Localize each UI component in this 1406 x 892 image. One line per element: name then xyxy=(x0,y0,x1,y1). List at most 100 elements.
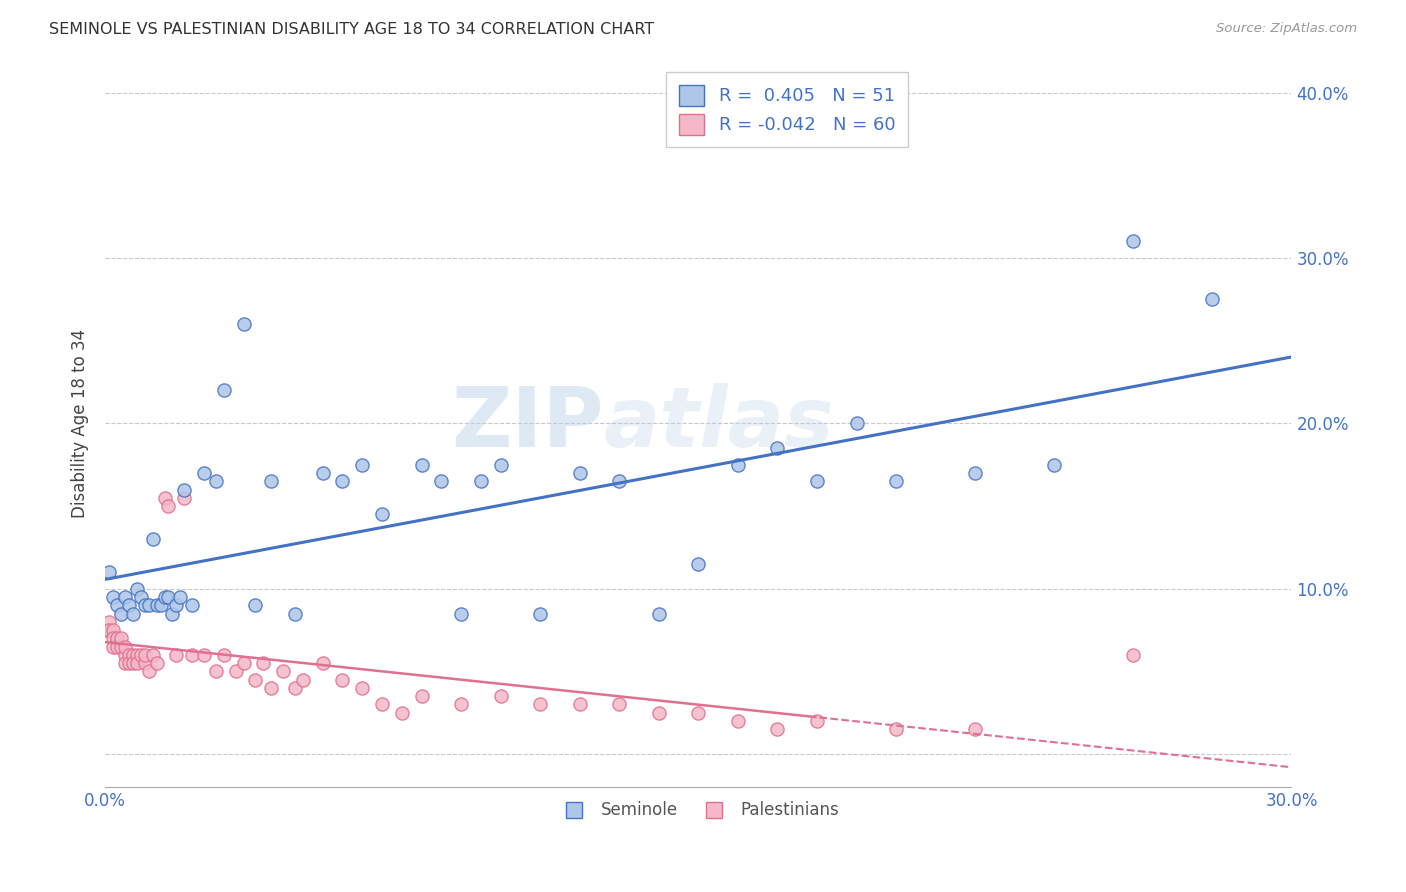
Point xyxy=(193,648,215,662)
Point xyxy=(173,491,195,505)
Point xyxy=(114,590,136,604)
Point xyxy=(806,714,828,728)
Point xyxy=(1122,235,1144,249)
Point xyxy=(806,475,828,489)
Point xyxy=(271,665,294,679)
Point xyxy=(169,590,191,604)
Point xyxy=(568,698,591,712)
Point xyxy=(430,475,453,489)
Point xyxy=(118,599,141,613)
Point xyxy=(568,466,591,480)
Point xyxy=(766,441,789,455)
Point xyxy=(98,615,121,629)
Point xyxy=(98,565,121,579)
Point xyxy=(727,714,749,728)
Point xyxy=(225,665,247,679)
Text: Source: ZipAtlas.com: Source: ZipAtlas.com xyxy=(1216,22,1357,36)
Point xyxy=(122,607,145,621)
Point xyxy=(489,458,512,472)
Point xyxy=(411,690,433,704)
Point xyxy=(157,499,180,513)
Point xyxy=(212,648,235,662)
Point xyxy=(884,475,907,489)
Point xyxy=(110,607,132,621)
Text: ZIP: ZIP xyxy=(451,383,603,464)
Point xyxy=(391,706,413,720)
Point xyxy=(101,640,124,654)
Point xyxy=(284,607,307,621)
Point xyxy=(607,698,630,712)
Point xyxy=(1043,458,1066,472)
Point xyxy=(101,623,124,637)
Point xyxy=(145,599,167,613)
Point xyxy=(110,640,132,654)
Point xyxy=(245,599,267,613)
Point xyxy=(118,656,141,670)
Point xyxy=(332,475,354,489)
Point xyxy=(162,607,184,621)
Point xyxy=(411,458,433,472)
Point xyxy=(352,681,374,695)
Point xyxy=(142,648,165,662)
Point xyxy=(193,466,215,480)
Point xyxy=(312,656,335,670)
Point xyxy=(232,317,254,331)
Point xyxy=(232,656,254,670)
Point xyxy=(312,466,335,480)
Point xyxy=(212,384,235,398)
Point xyxy=(114,648,136,662)
Point xyxy=(284,681,307,695)
Point xyxy=(110,632,132,646)
Point xyxy=(125,648,148,662)
Point xyxy=(105,640,128,654)
Point xyxy=(766,723,789,737)
Point xyxy=(371,698,394,712)
Point xyxy=(142,532,165,546)
Point xyxy=(118,648,141,662)
Point xyxy=(648,706,671,720)
Point xyxy=(489,690,512,704)
Point xyxy=(727,458,749,472)
Point xyxy=(153,590,176,604)
Point xyxy=(149,599,172,613)
Point xyxy=(688,557,710,571)
Point xyxy=(352,458,374,472)
Point xyxy=(122,648,145,662)
Point xyxy=(884,723,907,737)
Point xyxy=(129,590,152,604)
Text: atlas: atlas xyxy=(603,383,834,464)
Point xyxy=(291,673,314,687)
Point xyxy=(252,656,274,670)
Point xyxy=(529,698,551,712)
Point xyxy=(1201,293,1223,307)
Point xyxy=(157,590,180,604)
Legend: Seminole, Palestinians: Seminole, Palestinians xyxy=(550,795,846,826)
Point xyxy=(205,665,228,679)
Point xyxy=(165,599,187,613)
Point xyxy=(965,723,987,737)
Point xyxy=(138,599,160,613)
Point xyxy=(101,590,124,604)
Point xyxy=(101,632,124,646)
Point xyxy=(332,673,354,687)
Point xyxy=(845,417,868,431)
Point xyxy=(965,466,987,480)
Point xyxy=(173,483,195,497)
Point xyxy=(165,648,187,662)
Point xyxy=(205,475,228,489)
Text: SEMINOLE VS PALESTINIAN DISABILITY AGE 18 TO 34 CORRELATION CHART: SEMINOLE VS PALESTINIAN DISABILITY AGE 1… xyxy=(49,22,654,37)
Point xyxy=(450,607,472,621)
Point xyxy=(125,582,148,596)
Point xyxy=(122,656,145,670)
Point xyxy=(114,640,136,654)
Point xyxy=(134,599,156,613)
Point xyxy=(450,698,472,712)
Point xyxy=(105,599,128,613)
Point xyxy=(260,475,283,489)
Point xyxy=(134,648,156,662)
Y-axis label: Disability Age 18 to 34: Disability Age 18 to 34 xyxy=(72,329,89,518)
Point xyxy=(138,665,160,679)
Point xyxy=(129,648,152,662)
Point xyxy=(181,599,204,613)
Point xyxy=(260,681,283,695)
